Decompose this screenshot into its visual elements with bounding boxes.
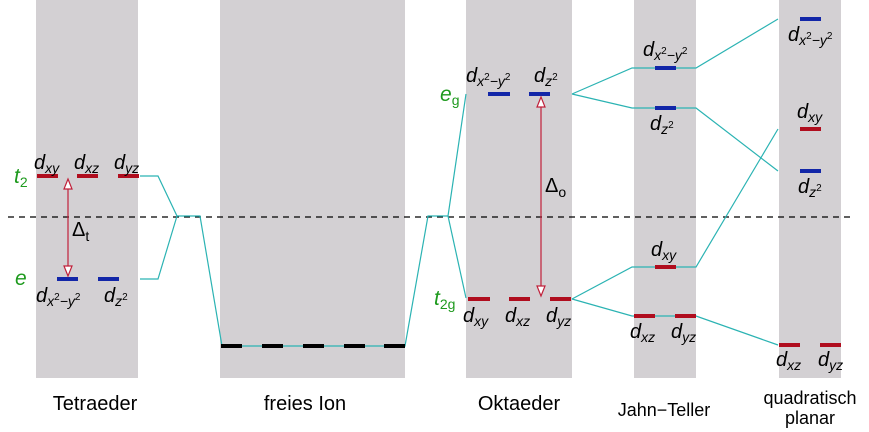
orbital-label-octa-dx2y2: dx2−y2 xyxy=(466,65,511,89)
orbital-label-jt-dyz: dyz xyxy=(671,321,696,345)
orbital-label-sq-dxy: dxy xyxy=(797,101,823,125)
octa-arrow-head-up xyxy=(536,95,546,108)
orbital-label-octa-dz2: dz2 xyxy=(534,65,558,89)
symmetry-eg-label: eg xyxy=(440,83,459,108)
caption-square-planar-line2: planar xyxy=(785,408,835,428)
connector-xz-yz xyxy=(571,298,779,346)
connector-octa-t2g xyxy=(447,215,467,299)
orbital-label-octa-dxz: dxz xyxy=(505,305,530,329)
orbital-label-sq-dyz: dyz xyxy=(818,349,843,373)
orbital-label-tetra-dyz: dyz xyxy=(114,152,139,176)
tetra-arrow-head-up xyxy=(63,177,73,190)
panel-tetrahedral xyxy=(36,0,138,378)
delta-o-label: Δo xyxy=(545,175,566,200)
orbital-label-sq-dxz: dxz xyxy=(776,349,801,373)
caption-tetrahedral: Tetraeder xyxy=(53,393,138,415)
symmetry-t2-label: t2 xyxy=(14,165,28,190)
panel-square-planar xyxy=(779,0,841,378)
orbital-label-jt-dxz: dxz xyxy=(630,321,655,345)
caption-free-ion: freies Ion xyxy=(264,393,346,415)
orbital-label-jt-dz2: dz2 xyxy=(650,113,674,137)
orbital-label-jt-dxy: dxy xyxy=(651,239,677,263)
orbital-label-tetra-dz2: dz2 xyxy=(104,285,128,309)
caption-octahedral: Oktaeder xyxy=(478,393,561,415)
delta-t-label: Δt xyxy=(72,219,89,244)
tetra-arrow-head-down xyxy=(63,265,73,278)
symmetry-t2g-label: t2g xyxy=(434,287,455,312)
symmetry-e-label: e xyxy=(15,267,27,290)
orbital-label-tetra-dxy: dxy xyxy=(34,152,60,176)
orbital-label-sq-dx2y2: dx2−y2 xyxy=(788,24,833,48)
orbital-label-tetra-dx2y2: dx2−y2 xyxy=(36,285,81,309)
orbital-label-tetra-dxz: dxz xyxy=(74,152,99,176)
octa-splitting-arrow xyxy=(536,95,546,298)
energy-levels xyxy=(37,17,841,348)
caption-square-planar-line1: quadratisch xyxy=(763,388,856,408)
tetra-splitting-arrow xyxy=(63,177,73,278)
connector-tetra-e xyxy=(140,215,178,280)
panel-free-ion xyxy=(220,0,405,378)
octa-arrow-head-down xyxy=(536,285,546,298)
orbital-label-jt-dx2y2: dx2−y2 xyxy=(643,39,688,63)
orbital-label-octa-dyz: dyz xyxy=(546,305,571,329)
panel-octahedral xyxy=(466,0,572,378)
orbital-label-octa-dxy: dxy xyxy=(463,305,489,329)
orbital-label-sq-dz2: dz2 xyxy=(798,176,822,200)
caption-jahn-teller: Jahn−Teller xyxy=(618,400,711,420)
